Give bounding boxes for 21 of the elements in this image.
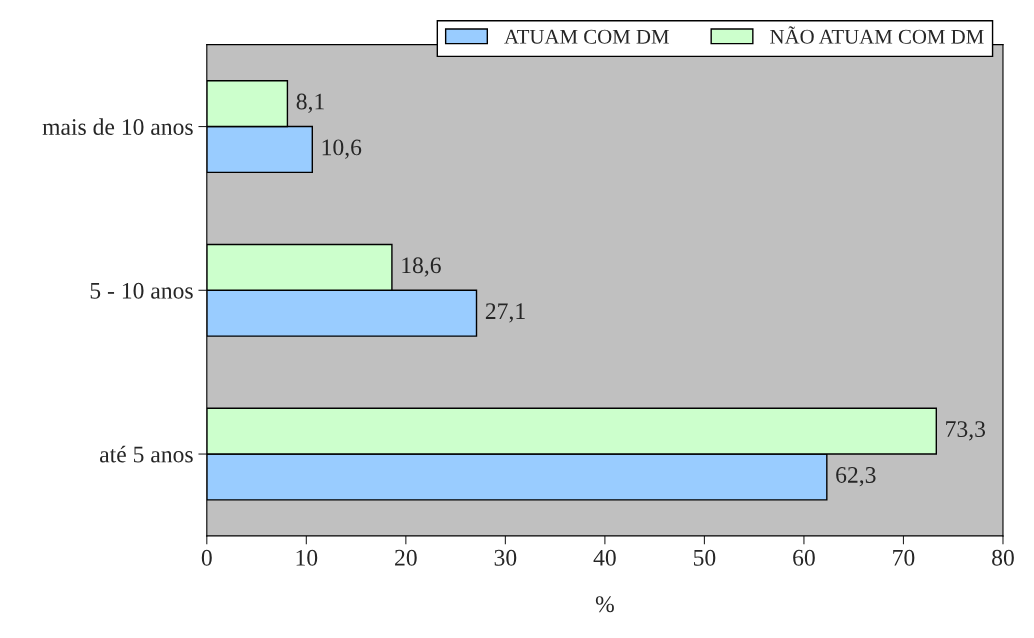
y-tick-label: 5 - 10 anos [90, 282, 193, 299]
legend-label: ATUAM COM DM [504, 29, 669, 44]
x-tick-label: 50 [693, 549, 716, 566]
x-tick-label: 10 [296, 549, 318, 566]
x-tick-label: 70 [893, 549, 915, 566]
x-tick-label: 0 [201, 549, 212, 566]
y-tick-label: mais de 10 anos [42, 118, 193, 135]
x-tick-label: 20 [395, 549, 417, 566]
x-axis-title: % [595, 596, 614, 613]
y-tick-label: até 5 anos [100, 445, 193, 463]
data-label: 10,6 [322, 139, 362, 159]
data-label: 8,1 [296, 93, 324, 113]
legend-label: NÃO ATUAM COM DM [770, 26, 984, 44]
data-label: 73,3 [946, 421, 986, 441]
data-label: 62,3 [836, 467, 876, 487]
x-tick-label: 40 [593, 549, 616, 566]
x-tick-label: 60 [793, 549, 815, 566]
x-tick-label: 80 [992, 549, 1014, 566]
data-label: 27,1 [485, 303, 525, 323]
data-label: 18,6 [402, 257, 441, 277]
x-tick-label: 30 [494, 549, 517, 566]
